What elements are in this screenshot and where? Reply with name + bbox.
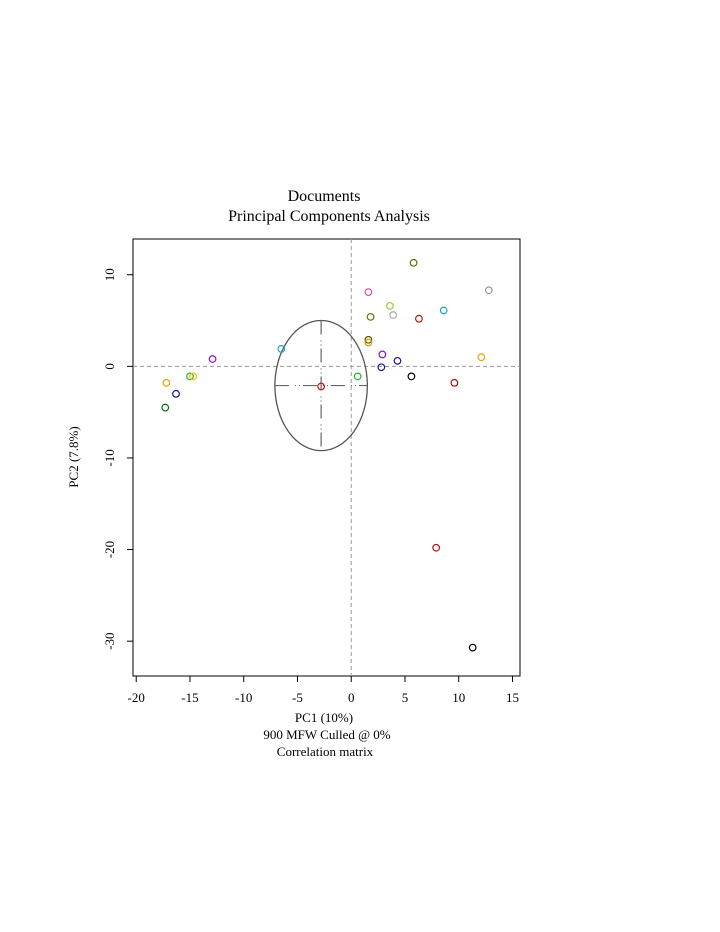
- data-point-18: [377, 363, 386, 372]
- y-axis-label: PC2 (7.8%): [66, 426, 81, 487]
- data-point-6: [277, 345, 286, 353]
- data-point-8: [353, 372, 362, 381]
- data-point-22: [450, 378, 459, 387]
- data-point-23: [477, 353, 486, 362]
- y-tick-label: 0: [102, 363, 117, 370]
- caption-line-matrix: Correlation matrix: [277, 744, 374, 759]
- x-tick-label: -5: [292, 690, 303, 705]
- data-point-5: [208, 355, 217, 363]
- x-tick-label: 0: [348, 690, 355, 705]
- data-point-0: [162, 378, 171, 387]
- data-point-7: [317, 382, 326, 391]
- data-point-16: [415, 314, 423, 323]
- data-points: [161, 258, 493, 652]
- x-tick-label: 15: [506, 690, 519, 705]
- plot-area-frame: [132, 238, 521, 677]
- x-tick-label: 10: [452, 690, 465, 705]
- data-point-13: [386, 301, 394, 310]
- y-tick-label: -10: [102, 449, 117, 466]
- data-point-15: [409, 258, 418, 267]
- data-point-19: [393, 356, 402, 365]
- data-point-21: [439, 306, 448, 315]
- x-tick-label: -15: [181, 690, 198, 705]
- x-tick-label: -20: [128, 690, 145, 705]
- x-tick-label: -10: [235, 690, 252, 705]
- reference-lines: [133, 239, 520, 676]
- y-tick-label: 10: [102, 268, 117, 281]
- data-point-24: [484, 286, 493, 295]
- y-tick-label: -20: [102, 541, 117, 558]
- data-point-14: [389, 311, 398, 319]
- data-point-10: [364, 338, 373, 347]
- data-point-3: [172, 389, 180, 398]
- x-axis-label: PC1 (10%): [295, 710, 353, 725]
- y-axis-ticks: 10 0 -10 -20 -30: [102, 268, 133, 650]
- caption-line-mfw: 900 MFW Culled @ 0%: [263, 727, 390, 742]
- data-point-12: [364, 288, 373, 297]
- data-point-26: [468, 643, 477, 652]
- data-point-17: [378, 350, 387, 359]
- data-point-9: [364, 335, 373, 344]
- centroid-crosshair: [274, 319, 368, 452]
- chart-subtitle: Principal Components Analysis: [228, 208, 430, 225]
- y-tick-label: -30: [102, 633, 117, 650]
- data-point-11: [366, 312, 375, 321]
- x-tick-label: 5: [402, 690, 409, 705]
- data-point-20: [407, 372, 416, 381]
- data-point-2: [189, 372, 198, 381]
- x-axis-ticks: -20 -15 -10 -5 0 5 10 15: [128, 676, 519, 705]
- data-point-1: [186, 372, 194, 381]
- data-point-4: [161, 403, 170, 412]
- chart-title: Documents: [288, 188, 361, 205]
- data-point-25: [432, 543, 441, 552]
